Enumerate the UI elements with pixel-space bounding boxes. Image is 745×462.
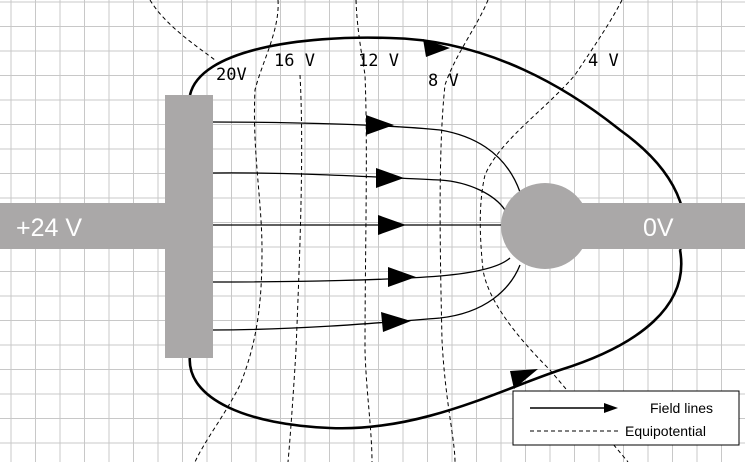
ground-electrode-lead	[560, 203, 745, 249]
positive-electrode-label: +24 V	[16, 214, 82, 242]
equipotential-lines	[149, 0, 629, 462]
legend-arrow-icon	[604, 403, 618, 413]
equipotential-4v	[479, 0, 629, 462]
equipotential-8v	[439, 0, 489, 462]
legend-box	[512, 390, 740, 446]
arrow-line-2	[376, 168, 404, 188]
field-line-bottom-outer	[188, 249, 683, 430]
legend-equipotential-label: Equipotential	[625, 423, 706, 439]
field-line-top-outer	[188, 36, 686, 251]
ground-electrode	[501, 183, 745, 269]
arrow-line-1	[366, 115, 394, 135]
equipotential-12v	[355, 0, 373, 462]
ground-electrode-label: 0V	[643, 214, 674, 242]
equipotential-label-20v: 20V	[216, 65, 247, 85]
field-line-2	[211, 172, 506, 211]
arrow-line-4	[388, 267, 416, 287]
field-lines	[188, 36, 686, 430]
legend: Field lines Equipotential	[512, 390, 740, 446]
arrow-line-3	[378, 215, 406, 235]
equipotential-label-4v: 4 V	[588, 51, 619, 71]
positive-electrode-lead	[0, 203, 170, 249]
equipotential-label-12v: 12 V	[358, 51, 399, 71]
field-arrows	[366, 39, 538, 389]
equipotential-24v-left-extension	[149, 0, 216, 61]
field-line-5	[211, 264, 521, 331]
equipotential-label-8v: 8 V	[428, 71, 459, 91]
positive-electrode	[0, 95, 213, 358]
positive-electrode-plate	[165, 95, 213, 358]
field-line-1	[211, 121, 521, 193]
equipotential-label-16v: 16 V	[274, 51, 315, 71]
field-line-4	[211, 257, 511, 283]
equipotential-16v	[287, 74, 303, 462]
arrow-bottom-outer	[510, 369, 538, 389]
legend-field-lines-label: Field lines	[650, 400, 713, 416]
arrow-line-5	[381, 312, 411, 332]
arrow-top-outer	[423, 39, 450, 57]
equipotential-20v	[194, 0, 279, 462]
ground-electrode-sphere	[501, 183, 589, 269]
